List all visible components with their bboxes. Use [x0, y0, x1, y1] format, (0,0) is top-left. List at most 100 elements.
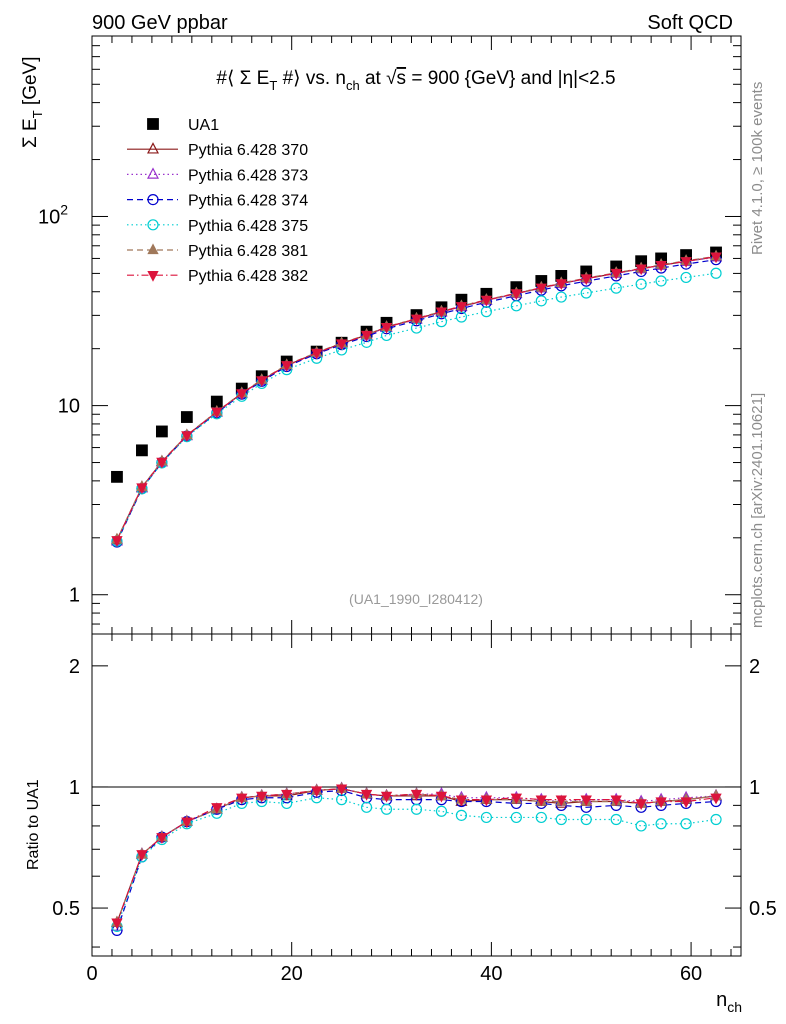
title-part-c: at — [360, 68, 386, 89]
legend-item: Pythia 6.428 370 — [127, 142, 308, 159]
legend-item: Pythia 6.428 381 — [127, 243, 308, 260]
ratio-data-point — [380, 803, 393, 815]
ratio-data-point — [111, 918, 123, 930]
legend-label: Pythia 6.428 373 — [188, 167, 308, 184]
main-data-point — [236, 389, 248, 401]
main-data-point — [635, 278, 647, 290]
y-tick-base: 10 — [38, 206, 60, 228]
main-data-point — [111, 470, 123, 483]
ratio-data-point — [535, 811, 547, 824]
main-data-point — [136, 444, 148, 457]
ratio-y-tick-label-left: 0.5 — [52, 898, 80, 920]
x-axis-label: nch — [716, 989, 742, 1015]
ylabel-unit: [GeV] — [20, 56, 41, 110]
ratio-y-tick-label-right: 2 — [749, 656, 760, 678]
main-data-point — [580, 287, 592, 299]
title-sub-t: T — [269, 78, 277, 93]
ratio-data-point — [335, 784, 348, 796]
main-data-point — [580, 274, 592, 286]
main-data-point — [710, 252, 722, 264]
main-y-tick-label: 10 — [58, 396, 80, 418]
main-data-point — [335, 339, 348, 351]
legend-label: Pythia 6.428 370 — [188, 142, 308, 159]
title-sqrt-sign: √ — [386, 68, 397, 89]
ratio-data-point — [455, 809, 468, 821]
header-left-label: 900 GeV ppbar — [92, 12, 228, 34]
main-data-point — [155, 425, 168, 438]
ratio-data-point — [680, 797, 692, 809]
ratio-data-point — [410, 789, 423, 801]
title-part-d: = 900 {GeV} and |η|<2.5 — [406, 68, 616, 89]
ratio-data-point — [455, 795, 468, 807]
ratio-data-point — [410, 803, 423, 815]
main-data-point — [380, 322, 393, 334]
ratio-data-point — [380, 791, 393, 803]
ratio-data-point — [510, 793, 523, 805]
ratio-data-point — [281, 789, 293, 801]
legend-label: Pythia 6.428 382 — [188, 268, 308, 285]
main-data-point — [180, 411, 193, 423]
ratio-data-point — [655, 797, 667, 809]
ratio-data-point — [580, 813, 592, 826]
legend-label: Pythia 6.428 374 — [188, 193, 308, 210]
ratio-y-tick-label-right: 0.5 — [749, 898, 777, 920]
ratio-data-point — [236, 793, 248, 805]
main-data-point — [510, 289, 523, 301]
legend-label: Pythia 6.428 375 — [188, 218, 308, 235]
ratio-data-point — [680, 818, 692, 830]
main-data-point — [655, 260, 667, 272]
main-data-point — [211, 407, 223, 419]
main-data-point — [281, 361, 293, 372]
title-sub-ch: ch — [346, 78, 360, 93]
legend-item: UA1 — [147, 117, 219, 134]
ratio-data-point — [635, 799, 647, 811]
ratio-y-axis-label: Ratio to UA1 — [25, 779, 42, 870]
ratio-data-point — [181, 817, 193, 829]
ratio-data-point — [580, 795, 592, 807]
main-data-point — [181, 431, 193, 442]
legend: UA1 Pythia 6.428 370 Pythia 6.428 373 Pythi… — [127, 117, 308, 285]
legend-marker — [147, 243, 159, 255]
ratio-data-point — [710, 793, 722, 805]
ratio-data-point — [156, 833, 168, 844]
ratio-data-point — [360, 801, 373, 813]
ylabel-main: Σ E — [20, 118, 41, 148]
ratio-series-5 — [111, 784, 722, 930]
ratio-data-point — [655, 818, 667, 830]
xlabel-main: n — [716, 989, 727, 1011]
legend-marker — [147, 194, 159, 206]
main-data-point — [360, 330, 373, 342]
main-data-point — [256, 376, 268, 387]
ratio-data-point — [535, 795, 547, 807]
ratio-data-point — [510, 811, 522, 824]
legend-marker — [147, 167, 159, 179]
main-series-6 — [111, 252, 722, 547]
ratio-series-line — [116, 797, 717, 927]
xlabel-sub: ch — [727, 999, 742, 1015]
ratio-data-point — [360, 789, 373, 801]
ratio-series-group — [110, 781, 723, 936]
mcplots-label: mcplots.cern.ch [arXiv:2401.10621] — [749, 393, 766, 628]
x-tick-label: 40 — [480, 963, 502, 985]
legend-marker — [147, 118, 159, 130]
legend-marker — [147, 271, 159, 282]
main-data-point — [455, 302, 468, 313]
main-data-point — [535, 283, 547, 295]
ratio-data-point — [480, 795, 493, 807]
legend-item: Pythia 6.428 373 — [127, 167, 308, 184]
legend-marker — [147, 142, 159, 154]
ratio-y-tick-label-left: 2 — [69, 656, 80, 678]
main-data-point — [510, 300, 522, 312]
ratio-data-point — [211, 803, 223, 814]
ratio-data-point — [136, 850, 148, 861]
ratio-y-tick-label-right: 1 — [749, 777, 760, 799]
main-data-point — [610, 268, 622, 280]
main-data-point — [480, 295, 493, 307]
watermark-label: (UA1_1990_I280412) — [349, 591, 483, 607]
y-tick-exponent: 2 — [60, 201, 68, 217]
main-data-point — [156, 457, 168, 469]
ratio-data-point — [435, 791, 448, 803]
x-tick-label: 20 — [281, 963, 303, 985]
